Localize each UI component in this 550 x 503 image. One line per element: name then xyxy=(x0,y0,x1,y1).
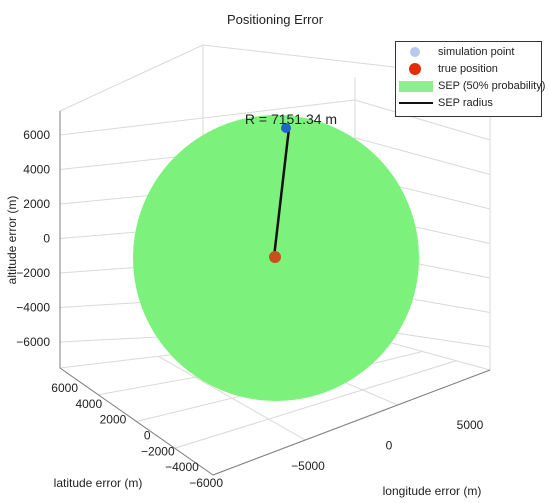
sep-radius-line xyxy=(272,127,291,258)
grid-line xyxy=(354,137,491,175)
altitude-tick-label: 2000 xyxy=(23,197,50,211)
altitude-axis-label: altitude error (m) xyxy=(5,196,19,285)
legend-item-true-position: true position xyxy=(396,61,543,78)
latitude-axis-line xyxy=(59,367,214,476)
grid-line xyxy=(59,99,356,136)
legend-item-sep: SEP (50% probability) xyxy=(396,78,546,95)
true-position-marker-icon xyxy=(399,63,431,76)
latitude-tick-label: 4000 xyxy=(75,397,102,411)
legend: simulation point true position SEP (50% … xyxy=(395,41,546,117)
grid-line xyxy=(174,360,457,449)
latitude-tick-label: 2000 xyxy=(100,413,127,427)
longitude-tick-label: 0 xyxy=(386,439,393,453)
legend-item-simulation-point: simulation point xyxy=(396,44,543,61)
longitude-tick-label: −5000 xyxy=(291,459,325,473)
latitude-tick-label: −6000 xyxy=(189,476,223,490)
altitude-tick-label: 0 xyxy=(43,232,50,246)
altitude-tick-label: −6000 xyxy=(16,335,50,349)
grid-line xyxy=(354,99,491,141)
legend-label-simulation-point: simulation point xyxy=(438,46,515,58)
altitude-tick-label: 4000 xyxy=(23,163,50,177)
longitude-axis-label: longitude error (m) xyxy=(383,484,482,498)
latitude-tick-label: 6000 xyxy=(51,381,78,395)
simulation-point-marker-icon xyxy=(399,46,431,59)
simulation-point xyxy=(281,123,291,133)
grid-line xyxy=(59,44,204,112)
sep-swatch-icon xyxy=(399,80,433,93)
latitude-tick-label: 0 xyxy=(144,429,151,443)
sep-radius-line-icon xyxy=(399,97,433,110)
latitude-axis-label: latitude error (m) xyxy=(54,476,143,490)
longitude-tick-labels: 5000 0 −5000 xyxy=(291,418,484,473)
altitude-tick-label: 6000 xyxy=(23,128,50,142)
legend-label-true-position: true position xyxy=(438,63,498,75)
grid-line xyxy=(158,355,306,441)
true-position-point xyxy=(269,251,281,263)
longitude-tick-label: 5000 xyxy=(457,418,484,432)
legend-label-sep-radius: SEP radius xyxy=(438,97,493,109)
altitude-tick-labels: 6000 4000 2000 0 −2000 −4000 −6000 xyxy=(16,128,50,349)
latitude-tick-label: −2000 xyxy=(141,444,175,458)
latitude-tick-label: −4000 xyxy=(165,460,199,474)
altitude-tick-label: −2000 xyxy=(16,266,50,280)
latitude-tick-labels: 6000 4000 2000 0−2000 −4000 −6000 xyxy=(51,381,223,490)
sep-radius-annotation: R = 7151.34 m xyxy=(245,111,337,127)
axis-lines xyxy=(59,111,491,476)
longitude-axis-line xyxy=(212,369,491,476)
legend-item-sep-radius: SEP radius xyxy=(396,95,543,112)
legend-label-sep: SEP (50% probability) xyxy=(438,80,546,92)
altitude-tick-label: −4000 xyxy=(16,301,50,315)
chart-title: Positioning Error xyxy=(227,12,324,27)
